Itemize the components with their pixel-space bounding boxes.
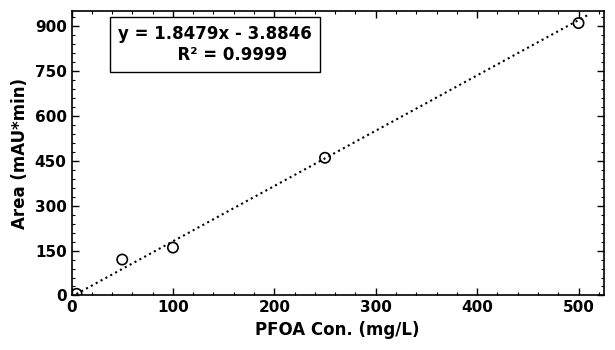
Point <box>72 291 82 297</box>
X-axis label: PFOA Con. (mg/L): PFOA Con. (mg/L) <box>255 321 420 339</box>
Text: y = 1.8479x - 3.8846
      R² = 0.9999: y = 1.8479x - 3.8846 R² = 0.9999 <box>119 25 312 64</box>
Point <box>320 155 330 161</box>
Y-axis label: Area (mAU*min): Area (mAU*min) <box>11 78 29 229</box>
Point <box>117 257 127 262</box>
Point <box>574 20 584 26</box>
Point <box>168 245 178 250</box>
